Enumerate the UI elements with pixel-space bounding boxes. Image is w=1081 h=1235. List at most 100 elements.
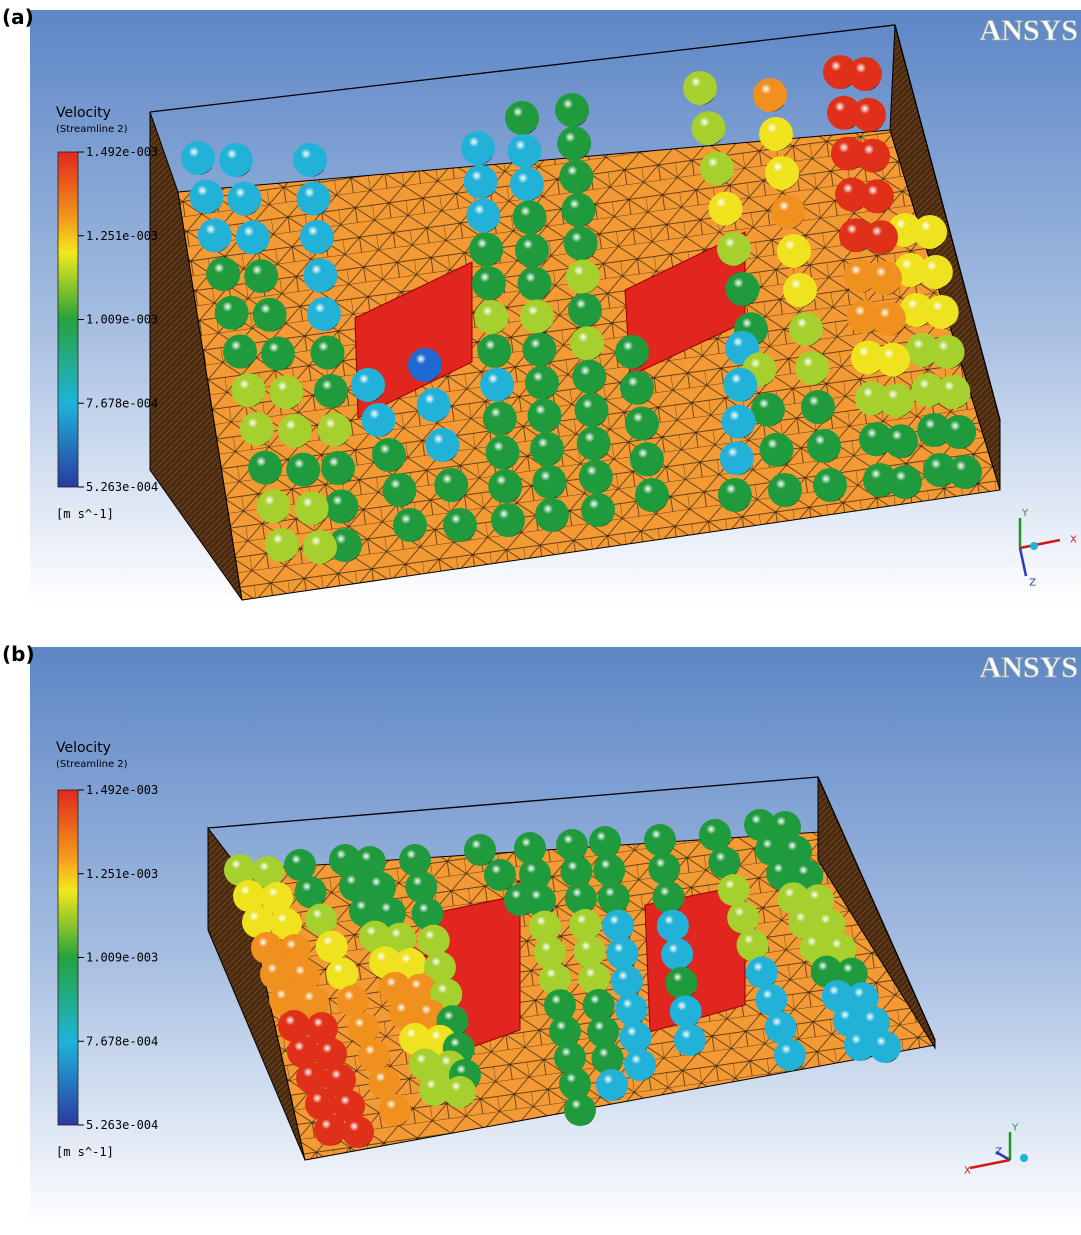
particle bbox=[240, 412, 274, 446]
particle bbox=[648, 853, 680, 885]
legend-tick-label: 1.251e-003 bbox=[86, 229, 158, 243]
axis-label: Z bbox=[1029, 578, 1036, 589]
particle bbox=[305, 903, 337, 935]
particle bbox=[657, 910, 689, 942]
particle bbox=[379, 1094, 411, 1126]
particle bbox=[488, 469, 522, 503]
panel-label: (a) bbox=[2, 5, 34, 29]
particle bbox=[525, 366, 559, 400]
particle bbox=[475, 300, 509, 334]
particle bbox=[720, 441, 754, 475]
legend-title: Velocity bbox=[56, 105, 111, 121]
particle bbox=[699, 819, 731, 851]
axis-label: X bbox=[1070, 534, 1077, 545]
particle bbox=[464, 165, 498, 199]
particle bbox=[347, 1012, 379, 1044]
legend-tick-label: 5.263e-004 bbox=[86, 1118, 158, 1132]
particle bbox=[491, 503, 525, 537]
particle bbox=[807, 429, 841, 463]
particle bbox=[278, 414, 312, 448]
particle bbox=[765, 156, 799, 190]
particle bbox=[486, 435, 520, 469]
particle bbox=[620, 371, 654, 405]
particle bbox=[559, 160, 593, 194]
particle bbox=[592, 1042, 624, 1074]
particle bbox=[300, 220, 334, 254]
particle bbox=[868, 261, 902, 295]
particle bbox=[880, 383, 914, 417]
particle bbox=[602, 910, 634, 942]
particle bbox=[286, 453, 320, 487]
particle bbox=[518, 266, 552, 300]
particle bbox=[783, 273, 817, 307]
particle bbox=[261, 337, 295, 371]
particle bbox=[257, 489, 291, 523]
particle bbox=[297, 182, 331, 216]
particle bbox=[700, 151, 734, 185]
particle bbox=[480, 368, 514, 402]
particle bbox=[206, 257, 240, 291]
particle bbox=[869, 1031, 901, 1063]
particle bbox=[368, 1067, 400, 1099]
legend-tick-label: 1.251e-003 bbox=[86, 867, 158, 881]
axis-origin bbox=[1020, 1154, 1028, 1162]
logo: ANSYS bbox=[980, 14, 1078, 47]
legend-tick-label: 1.009e-003 bbox=[86, 313, 158, 327]
particle bbox=[466, 199, 500, 233]
particle bbox=[314, 374, 348, 408]
legend-title: Velocity bbox=[56, 740, 111, 756]
particle bbox=[253, 298, 287, 332]
particle bbox=[326, 958, 358, 990]
page: (a) ANSYS Velocity (Streamline 2) 1.492e-003… bbox=[0, 0, 1081, 1235]
particle bbox=[417, 388, 451, 422]
particle bbox=[533, 465, 567, 499]
particle bbox=[337, 985, 369, 1017]
particle bbox=[856, 139, 890, 173]
particle bbox=[746, 957, 778, 989]
particle bbox=[615, 335, 649, 369]
particle bbox=[372, 438, 406, 472]
particle bbox=[231, 373, 265, 407]
particle bbox=[515, 233, 549, 267]
particle bbox=[936, 375, 970, 409]
particle bbox=[852, 98, 886, 132]
particle bbox=[872, 302, 906, 336]
particle bbox=[311, 336, 345, 370]
particle bbox=[624, 1049, 656, 1081]
particle bbox=[575, 393, 609, 427]
particle bbox=[948, 455, 982, 489]
particle bbox=[399, 844, 431, 876]
particle bbox=[801, 390, 835, 424]
particle bbox=[513, 200, 547, 234]
particle bbox=[777, 234, 811, 268]
particle bbox=[625, 407, 659, 441]
axis-label: Y bbox=[1011, 1122, 1019, 1133]
particle bbox=[607, 938, 639, 970]
particle bbox=[876, 343, 910, 377]
particle bbox=[316, 931, 348, 963]
particle bbox=[295, 876, 327, 908]
particle bbox=[307, 297, 341, 331]
legend-tick-label: 5.263e-004 bbox=[86, 480, 158, 494]
particle bbox=[412, 898, 444, 930]
particle bbox=[566, 260, 600, 294]
legend-tick-label: 1.492e-003 bbox=[86, 783, 158, 797]
particle bbox=[709, 192, 743, 226]
particle bbox=[530, 432, 564, 466]
particle bbox=[528, 399, 562, 433]
particle bbox=[737, 929, 769, 961]
particle bbox=[615, 993, 647, 1025]
particle bbox=[215, 296, 249, 330]
particle bbox=[570, 326, 604, 360]
particle bbox=[596, 1069, 628, 1101]
particle bbox=[461, 131, 495, 165]
particle bbox=[755, 984, 787, 1016]
particle bbox=[358, 1040, 390, 1072]
particle bbox=[351, 368, 385, 402]
particle bbox=[560, 856, 592, 888]
particle bbox=[726, 272, 760, 306]
legend-subtitle: (Streamline 2) bbox=[56, 759, 128, 770]
particle bbox=[484, 859, 516, 891]
particle bbox=[813, 468, 847, 502]
particle bbox=[393, 508, 427, 542]
